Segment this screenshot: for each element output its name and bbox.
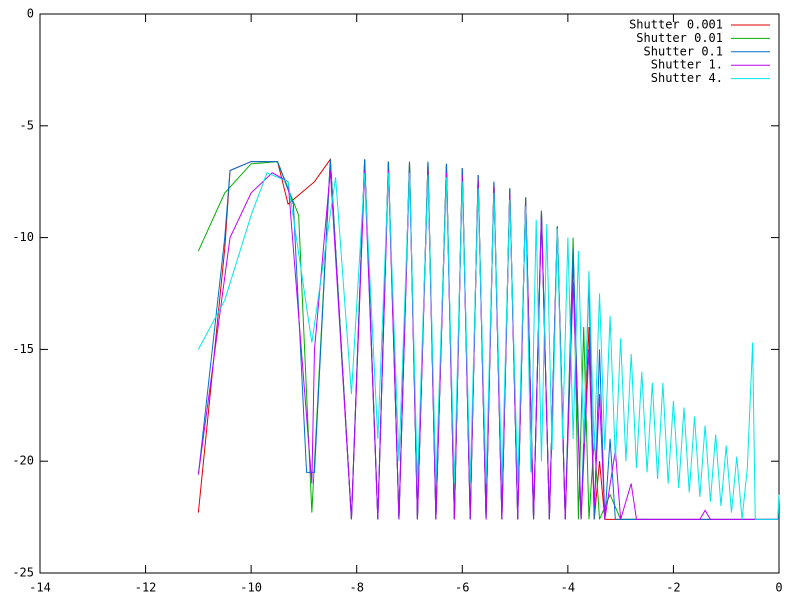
series-line (197, 159, 780, 520)
series-line (197, 172, 780, 520)
x-tick-label: -8 (349, 581, 363, 595)
y-tick-label: -25 (12, 566, 34, 580)
y-tick-label: -15 (12, 342, 34, 356)
y-tick-label: 0 (27, 7, 34, 21)
y-tick-label: -5 (20, 118, 34, 132)
x-tick-label: -12 (135, 581, 157, 595)
y-tick-label: -20 (12, 454, 34, 468)
legend-label: Shutter 0.1 (644, 44, 723, 58)
x-tick-label: -14 (29, 581, 51, 595)
plot-border (39, 13, 780, 574)
x-tick-label: 0 (775, 581, 782, 595)
series-line (197, 157, 779, 520)
legend-label: Shutter 1. (651, 58, 723, 72)
legend-label: Shutter 0.01 (636, 31, 723, 45)
legend-label: Shutter 0.001 (629, 18, 723, 32)
x-tick-label: -10 (240, 581, 262, 595)
x-tick-label: -4 (561, 581, 575, 595)
x-tick-label: -2 (666, 581, 680, 595)
y-tick-label: -10 (12, 230, 34, 244)
legend-label: Shutter 4. (651, 71, 723, 85)
x-tick-label: -6 (455, 581, 469, 595)
series-line (197, 170, 779, 520)
